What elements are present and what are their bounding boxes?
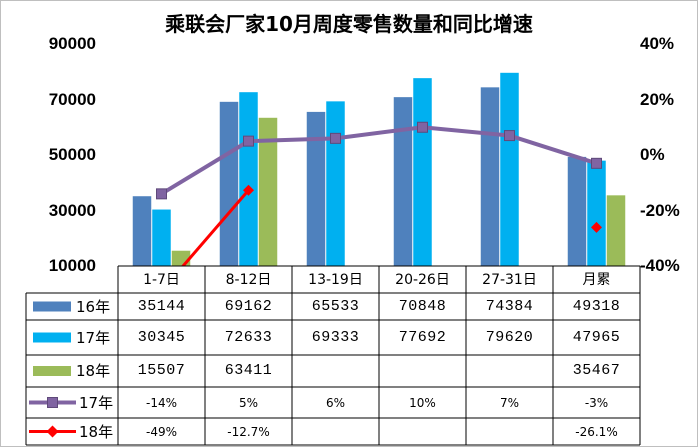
data-label: 79620 xyxy=(485,328,534,346)
bar-series1 xyxy=(306,111,326,266)
data-label: 30345 xyxy=(137,328,186,346)
bar-series3 xyxy=(606,195,626,266)
legend-key-marker xyxy=(47,397,58,408)
legend-label: 18年 xyxy=(79,422,114,441)
data-label: -14% xyxy=(145,395,177,410)
left-axis-tick: 70000 xyxy=(48,90,96,109)
data-label: 7% xyxy=(499,395,520,410)
right-axis-tick: 0% xyxy=(640,145,665,164)
data-label: 74384 xyxy=(485,297,534,315)
data-label: 10% xyxy=(409,395,436,410)
chart-title: 乘联会厂家10月周度零售数量和同比增速 xyxy=(165,12,533,36)
left-axis-tick: 90000 xyxy=(48,34,96,53)
line-segment xyxy=(508,133,598,166)
line-segment xyxy=(335,125,423,141)
left-axis-tick: 30000 xyxy=(48,201,96,220)
right-axis-tick: 40% xyxy=(640,34,675,53)
data-label: 35467 xyxy=(572,362,621,379)
line-segment xyxy=(248,136,336,144)
data-label: 49318 xyxy=(572,297,621,315)
category-label: 8-12日 xyxy=(225,272,272,288)
line-marker-square xyxy=(330,132,341,144)
bar-series2 xyxy=(326,101,345,266)
legend-key-marker xyxy=(46,425,59,438)
line-marker-square xyxy=(417,121,428,133)
category-label: 月累 xyxy=(582,272,611,288)
right-axis-tick: 20% xyxy=(640,90,675,109)
left-axis-tick: 50000 xyxy=(48,145,96,164)
legend-label: 16年 xyxy=(76,297,111,316)
legend-key-bar xyxy=(33,366,71,376)
left-axis-tick: 10000 xyxy=(48,256,96,275)
data-label: 77692 xyxy=(398,328,447,346)
legend-label: 18年 xyxy=(76,362,111,380)
data-label: 69333 xyxy=(311,328,360,346)
legend-key-bar xyxy=(33,332,71,343)
data-label: -26.1% xyxy=(575,424,618,439)
right-axis-tick: -40% xyxy=(640,256,680,275)
line-segment xyxy=(422,125,510,138)
bar-series2 xyxy=(587,160,606,266)
category-label: 1-7日 xyxy=(143,272,180,288)
line-marker-square xyxy=(591,157,602,169)
line-series-group xyxy=(160,125,598,196)
data-label: -12.7% xyxy=(227,424,270,439)
category-label: 13-19日 xyxy=(308,272,363,288)
line-marker-square xyxy=(243,135,254,147)
bar-series1 xyxy=(567,156,587,266)
data-label: 6% xyxy=(325,395,346,410)
data-label: 47965 xyxy=(572,328,621,346)
data-label: -49% xyxy=(145,424,177,439)
legend-label: 17年 xyxy=(79,393,114,412)
data-label: 65533 xyxy=(311,297,360,315)
legend-label: 17年 xyxy=(76,328,111,347)
data-label: 5% xyxy=(238,395,259,410)
bar-series1 xyxy=(132,196,152,266)
bar-series3 xyxy=(171,250,191,266)
line-series-group xyxy=(181,189,250,266)
bar-series2 xyxy=(239,92,258,267)
data-label: 15507 xyxy=(137,362,186,379)
legend-key-bar xyxy=(33,301,71,312)
category-label: 20-26日 xyxy=(395,272,450,288)
data-label: 70848 xyxy=(398,297,447,315)
line-segment xyxy=(160,139,250,196)
data-label: 35144 xyxy=(137,297,186,315)
category-label: 27-31日 xyxy=(482,272,537,288)
line-marker-diamond xyxy=(591,221,602,233)
bar-series2 xyxy=(413,78,432,267)
data-label: 72633 xyxy=(224,328,273,346)
data-label: -3% xyxy=(584,395,609,410)
bar-series1 xyxy=(393,97,413,267)
right-axis-tick: -20% xyxy=(640,201,680,220)
line-marker-diamond xyxy=(243,184,254,196)
bar-series2 xyxy=(152,209,171,266)
bar-series3 xyxy=(258,117,278,266)
bar-series1 xyxy=(219,101,239,267)
bar-series1 xyxy=(480,87,500,266)
data-label: 63411 xyxy=(224,362,273,379)
line-marker-square xyxy=(504,130,515,142)
bar-series2 xyxy=(500,72,519,266)
data-label: 69162 xyxy=(224,297,273,315)
line-segment xyxy=(181,189,250,266)
line-marker-square xyxy=(156,188,167,200)
